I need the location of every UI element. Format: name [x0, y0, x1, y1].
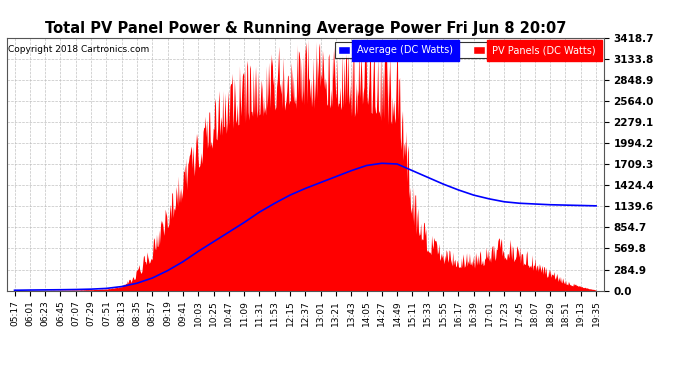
Text: Copyright 2018 Cartronics.com: Copyright 2018 Cartronics.com: [8, 45, 149, 54]
Legend: Average (DC Watts), PV Panels (DC Watts): Average (DC Watts), PV Panels (DC Watts): [335, 42, 599, 58]
Title: Total PV Panel Power & Running Average Power Fri Jun 8 20:07: Total PV Panel Power & Running Average P…: [45, 21, 566, 36]
